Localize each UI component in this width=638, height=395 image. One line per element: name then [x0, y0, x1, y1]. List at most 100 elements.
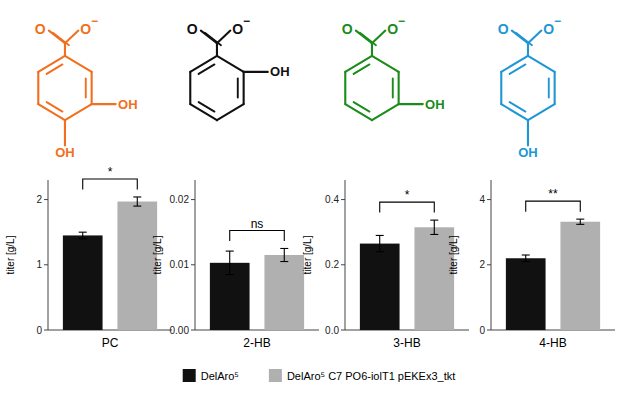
panel: 0.00.20.4*3-HBtiter [g/L] — [302, 180, 469, 350]
panel: 012*PCtiter [g/L] — [5, 165, 172, 350]
molecule-bond — [345, 104, 372, 120]
error-line — [137, 197, 138, 206]
molecule-bond — [372, 31, 385, 44]
molecule-bond — [190, 104, 217, 120]
significance-label: ns — [251, 217, 264, 231]
error-cap — [430, 220, 438, 221]
y-tick-label: 0 — [36, 325, 42, 336]
y-tick-label: 0.01 — [170, 259, 190, 270]
molecule-bond — [354, 64, 370, 74]
bar — [63, 235, 103, 330]
legend-label: DelAro⁵ C7 PO6-iolT1 pEKEx3_tkt — [287, 370, 455, 382]
y-tick — [44, 199, 48, 200]
error-cap — [522, 254, 530, 255]
y-tick — [44, 330, 48, 331]
y-tick-label: 0 — [479, 325, 485, 336]
panel: 024**4-HBtiter [g/L] — [448, 180, 615, 350]
molecule-bond — [398, 72, 400, 104]
molecule-label: O — [498, 21, 509, 37]
y-tick — [191, 199, 195, 200]
molecule-label: O — [387, 21, 398, 37]
significance-label: * — [108, 165, 113, 179]
marks — [506, 219, 600, 330]
molecule-bond — [528, 31, 541, 44]
molecule-bond — [243, 72, 245, 104]
molecule-bond — [217, 104, 244, 120]
y-tick-label: 0.02 — [170, 194, 190, 205]
y-tick — [487, 330, 491, 331]
molecule-bond — [554, 72, 556, 104]
marks — [63, 197, 157, 330]
error-line — [379, 235, 380, 251]
legend-swatch — [183, 369, 196, 382]
molecule-bond — [501, 56, 528, 72]
molecule-bond — [244, 71, 268, 73]
marks — [210, 248, 304, 330]
error-bar — [522, 255, 530, 262]
error-bar — [576, 219, 584, 224]
error-cap — [280, 261, 288, 262]
molecule: OO−OHOH — [35, 14, 138, 160]
y-axis-label: titer [g/L] — [302, 235, 313, 274]
molecule-label: − — [91, 14, 98, 28]
y-tick-label: 0.00 — [170, 325, 190, 336]
error-cap — [133, 206, 141, 207]
molecule-bond — [372, 104, 399, 120]
error-line — [82, 232, 83, 239]
x-axis-label: 3-HB — [393, 336, 420, 350]
molecule-label: − — [554, 14, 561, 28]
molecule-bond — [190, 56, 217, 72]
y-tick — [341, 330, 345, 331]
molecule-bond — [38, 56, 65, 72]
molecule-bond — [64, 120, 66, 145]
molecule-bond — [516, 33, 532, 46]
error-bar — [133, 197, 141, 206]
y-tick-label: 0.4 — [325, 194, 339, 205]
molecule-label: OH — [518, 145, 538, 160]
x-axis-label: 4-HB — [539, 336, 566, 350]
y-axis — [195, 180, 196, 330]
molecule-bond — [53, 33, 69, 46]
significance-label: ** — [548, 187, 558, 201]
molecule-bond — [528, 104, 555, 120]
molecule-label: O — [187, 21, 198, 37]
y-tick — [44, 264, 48, 265]
significance-bracket — [230, 230, 285, 241]
bar — [560, 222, 600, 330]
molecule-bond — [344, 72, 346, 104]
molecule-label: − — [398, 14, 405, 28]
error-cap — [430, 234, 438, 235]
molecule-bond — [91, 72, 93, 104]
legend-label: DelAro⁵ — [201, 370, 239, 382]
molecule-bond — [217, 56, 244, 72]
error-cap — [376, 251, 384, 252]
molecule-label: O — [543, 21, 554, 37]
molecule-bond — [199, 102, 215, 112]
y-tick-label: 1 — [36, 259, 42, 270]
y-tick — [487, 264, 491, 265]
significance-label: * — [405, 188, 410, 202]
x-axis-label: 2-HB — [243, 336, 270, 350]
error-bar — [226, 251, 234, 274]
error-cap — [79, 238, 87, 239]
molecule-bond — [548, 78, 550, 97]
molecule-label: − — [243, 14, 250, 28]
y-axis — [48, 180, 49, 330]
molecule-bond — [372, 56, 399, 72]
bar — [264, 255, 304, 330]
molecule-bond — [65, 104, 92, 120]
y-axis — [491, 180, 492, 330]
error-line — [580, 219, 581, 224]
molecule-bond — [345, 56, 372, 72]
molecule: OO−OH — [187, 14, 290, 120]
molecule-bond — [65, 31, 78, 44]
significance-bracket — [83, 179, 138, 190]
significance-bracket — [526, 201, 581, 212]
molecule-bond — [360, 33, 376, 46]
molecule-bond — [37, 72, 39, 104]
molecule-bond — [527, 120, 529, 145]
y-axis-label: titer [g/L] — [5, 235, 16, 274]
molecule: OO−OH — [498, 14, 561, 160]
molecule-bond — [527, 43, 529, 56]
error-cap — [576, 224, 584, 225]
